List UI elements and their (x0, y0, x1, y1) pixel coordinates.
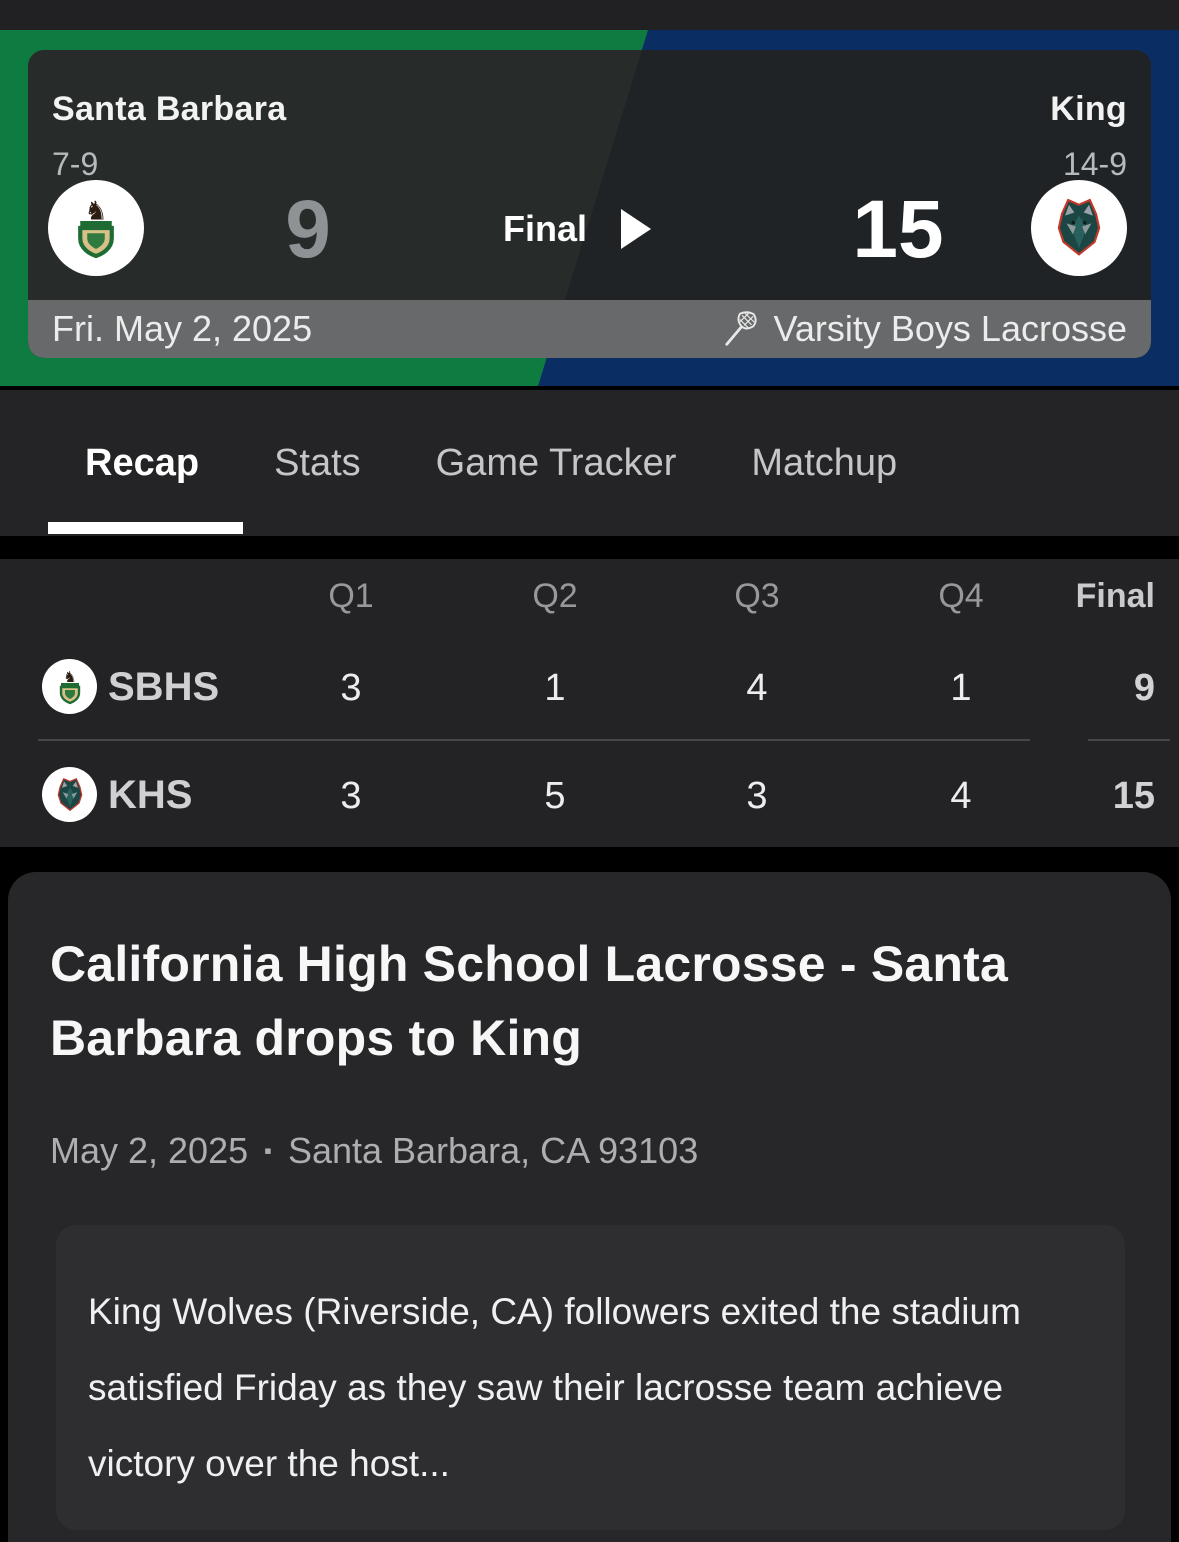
article-date: May 2, 2025 (50, 1130, 249, 1171)
sbhs-q2: 1 (544, 667, 566, 709)
box-score-table: Q1 Q2 Q3 Q4 Final ♞ SBHS 3 1 4 1 9 (0, 559, 1179, 847)
final-col-divider (1088, 739, 1170, 741)
game-status: Final (503, 208, 588, 249)
khs-label: KHS (108, 773, 193, 817)
tab-recap[interactable]: Recap (85, 441, 200, 484)
away-team-logo[interactable]: ♞ (48, 180, 144, 276)
sbhs-logo: ♞ (42, 659, 97, 714)
score-card[interactable]: Santa Barbara 7-9 King 14-9 ♞ 9 (28, 50, 1151, 358)
khs-final: 15 (1112, 775, 1155, 817)
scoreboard-banner: Santa Barbara 7-9 King 14-9 ♞ 9 (0, 30, 1179, 386)
article-location: Santa Barbara, CA 93103 (287, 1130, 699, 1171)
article-meta: May 2, 2025 ▪ Santa Barbara, CA 93103 (50, 1130, 698, 1172)
game-meta-strip: Fri. May 2, 2025 Varsity Boys Lacrosse (28, 300, 1151, 358)
home-team-name: King (1050, 90, 1127, 128)
wolf-icon (1057, 198, 1101, 256)
svg-text:♞: ♞ (84, 196, 108, 226)
separator-band (0, 847, 1179, 872)
article-excerpt-box[interactable]: King Wolves (Riverside, CA) followers ex… (56, 1225, 1125, 1530)
khs-q3: 3 (746, 775, 768, 817)
tab-bar: Recap Stats Game Tracker Matchup (0, 390, 1179, 536)
khs-q2: 5 (544, 775, 566, 817)
sbhs-label: SBHS (108, 665, 220, 709)
play-icon[interactable] (621, 209, 652, 249)
col-header-final: Final (1075, 577, 1155, 615)
meta-separator: ▪ (264, 1138, 272, 1163)
recap-article-card: California High School Lacrosse - Santa … (8, 872, 1171, 1542)
away-team-record: 7-9 (52, 146, 99, 182)
khs-logo (42, 767, 97, 822)
col-header-q3: Q3 (734, 577, 780, 615)
away-team-name: Santa Barbara (52, 90, 287, 128)
article-excerpt: King Wolves (Riverside, CA) followers ex… (88, 1291, 1021, 1484)
sbhs-q4: 1 (950, 667, 972, 709)
top-strip (0, 0, 1179, 30)
article-title: California High School Lacrosse - Santa … (50, 936, 1008, 1066)
col-header-q4: Q4 (938, 577, 984, 615)
crest-icon: ♞ (78, 196, 114, 259)
col-header-q1: Q1 (328, 577, 374, 615)
crest-icon: ♞ (59, 668, 80, 704)
table-row-sbhs: ♞ SBHS 3 1 4 1 9 (0, 659, 1179, 715)
row-divider (38, 739, 1030, 741)
sbhs-final: 9 (1133, 667, 1155, 709)
tab-game-tracker[interactable]: Game Tracker (435, 441, 677, 484)
home-team-record: 14-9 (1062, 146, 1127, 182)
tab-matchup[interactable]: Matchup (751, 441, 898, 484)
khs-q1: 3 (340, 775, 362, 817)
home-team-logo[interactable] (1031, 180, 1127, 276)
khs-q4: 4 (950, 775, 972, 817)
active-tab-underline (48, 522, 243, 534)
tab-stats[interactable]: Stats (274, 441, 361, 484)
game-date: Fri. May 2, 2025 (52, 308, 313, 349)
table-row-khs: KHS 3 5 3 4 15 (0, 767, 1179, 823)
lacrosse-stick-icon (724, 311, 757, 346)
box-score-header: Q1 Q2 Q3 Q4 Final (0, 577, 1179, 621)
wolf-icon (57, 777, 82, 811)
sbhs-q3: 4 (746, 667, 768, 709)
separator-band (0, 536, 1179, 559)
sbhs-q1: 3 (340, 667, 362, 709)
sport-label: Varsity Boys Lacrosse (773, 308, 1127, 349)
col-header-q2: Q2 (532, 577, 578, 615)
away-score: 9 (285, 184, 331, 275)
home-score: 15 (852, 184, 944, 275)
svg-text:♞: ♞ (63, 668, 76, 686)
